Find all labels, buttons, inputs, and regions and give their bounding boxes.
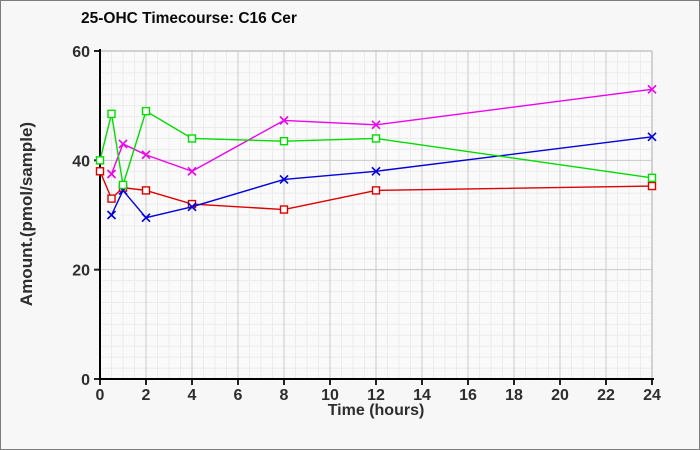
y-tick-label: 60 — [72, 44, 90, 61]
marker-x-magenta-x — [279, 115, 289, 125]
marker-x-magenta-x — [118, 139, 128, 149]
y-tick-label: 0 — [81, 372, 90, 389]
marker-square-red-squares — [371, 186, 381, 195]
marker-square-red-squares — [647, 181, 657, 191]
marker-square-green-squares — [187, 134, 197, 143]
x-tick-label: 4 — [188, 387, 197, 404]
series-green-squares — [95, 106, 657, 190]
marker-x-magenta-x — [371, 120, 381, 130]
marker-x-blue-x — [371, 166, 381, 176]
marker-x-blue-x — [647, 132, 657, 142]
x-axis-label: Time (hours) — [327, 402, 425, 419]
x-tick-label: 14 — [413, 387, 431, 404]
marker-x-blue-x — [187, 202, 197, 212]
series-magenta-x — [106, 84, 657, 179]
marker-square-green-squares — [118, 180, 128, 190]
x-tick-labels: 0 2 4 6 8 10 12 14 16 18 20 22 24 — [96, 380, 661, 404]
marker-square-red-squares — [107, 194, 116, 203]
x-tick-label: 0 — [96, 387, 105, 404]
series-line-green-squares — [99, 110, 653, 186]
y-tick-label: 40 — [72, 153, 90, 170]
marker-square-green-squares — [107, 109, 116, 119]
x-tick-label: 8 — [280, 387, 289, 404]
chart-title: 25-OHC Timecourse: C16 Cer — [81, 10, 297, 27]
x-tick-label: 24 — [643, 387, 661, 404]
series-red-squares — [95, 167, 657, 214]
marker-square-green-squares — [141, 106, 151, 116]
marker-square-red-squares — [95, 167, 105, 176]
x-tick-label: 2 — [142, 387, 151, 404]
grid-major — [100, 50, 653, 379]
marker-x-blue-x — [106, 210, 117, 220]
x-tick-label: 10 — [321, 387, 339, 404]
y-tick-label: 20 — [72, 263, 90, 280]
x-tick-label: 20 — [551, 387, 569, 404]
marker-x-magenta-x — [106, 169, 117, 179]
marker-x-magenta-x — [187, 166, 197, 176]
marker-x-magenta-x — [141, 150, 151, 160]
x-tick-label: 22 — [597, 387, 615, 404]
x-tick-label: 6 — [234, 387, 243, 404]
x-tick-label: 18 — [505, 387, 523, 404]
x-tick-label: 16 — [459, 387, 477, 404]
y-tick-labels: 0 20 40 60 — [72, 44, 99, 389]
marker-x-blue-x — [141, 213, 151, 223]
marker-x-magenta-x — [647, 84, 657, 94]
marker-x-blue-x — [279, 174, 289, 185]
series-blue-x — [106, 132, 657, 223]
x-tick-label: 12 — [367, 387, 385, 404]
marker-square-green-squares — [371, 134, 381, 143]
axes — [99, 49, 654, 380]
marker-square-green-squares — [647, 173, 657, 183]
marker-square-red-squares — [141, 186, 151, 195]
marker-square-green-squares — [95, 156, 105, 165]
marker-square-red-squares — [279, 205, 289, 214]
marker-square-green-squares — [279, 136, 289, 146]
